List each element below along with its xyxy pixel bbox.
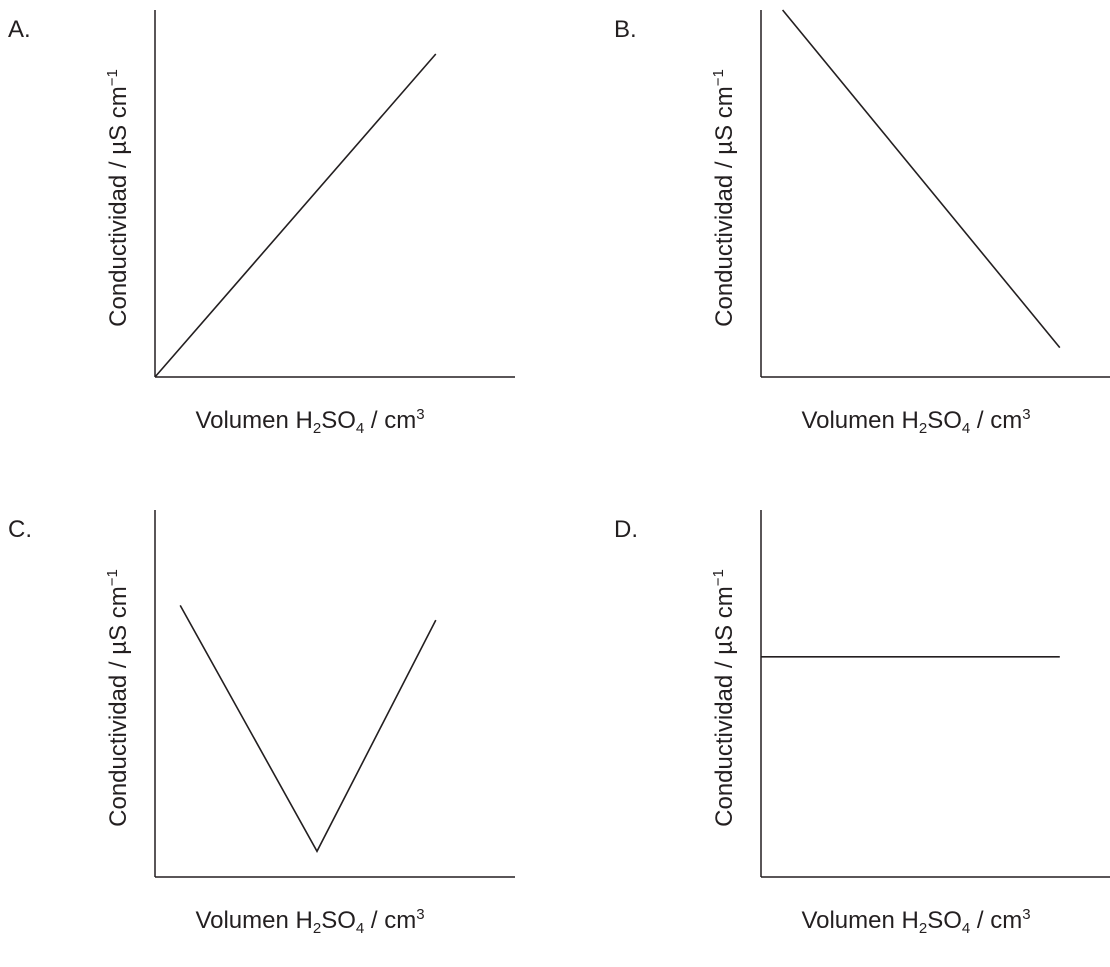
x-axis-label-post-c: / cm — [364, 907, 417, 934]
x-axis-label-sub2-c: 4 — [355, 920, 365, 937]
plot-area-a — [154, 10, 515, 378]
y-axis-label-text-b: Conductividad / µS cm — [711, 85, 738, 327]
panel-label-b: B. — [614, 16, 637, 43]
panel-d: D. Conductividad / µS cm−1 Volumen H2SO4 /… — [606, 500, 1110, 967]
x-axis-label-c: Volumen H2SO4 / cm3 — [195, 907, 424, 936]
y-axis-label-c: Conductividad / µS cm−1 — [104, 568, 132, 827]
plot-area-d — [760, 510, 1110, 878]
panel-b: B. Conductividad / µS cm−1 Volumen H2SO4 /… — [606, 0, 1110, 467]
panel-a: A. Conductividad / µS cm−1 Volumen H2SO4 /… — [0, 0, 555, 467]
x-axis-label-sub1-b: 2 — [918, 420, 928, 437]
x-axis-label-sub1-c: 2 — [312, 920, 322, 937]
y-axis-label-exponent-c: −1 — [104, 568, 121, 586]
x-axis-label-pre-c: Volumen H — [195, 907, 313, 934]
x-axis-label-sub1-d: 2 — [918, 920, 928, 937]
y-axis-label-text-a: Conductividad / µS cm — [105, 85, 132, 327]
plot-area-c — [154, 510, 515, 878]
x-axis-label-mid-d: SO — [927, 907, 962, 934]
panel-label-c: C. — [8, 516, 32, 543]
data-line-c-0 — [179, 605, 437, 853]
y-axis-label-d: Conductividad / µS cm−1 — [710, 568, 738, 827]
x-axis-label-sub1-a: 2 — [312, 420, 322, 437]
plot-area-b — [760, 9, 1110, 378]
y-axis-label-exponent-b: −1 — [710, 68, 727, 86]
x-axis-label-sub2-a: 4 — [355, 420, 365, 437]
x-axis-label-b: Volumen H2SO4 / cm3 — [801, 407, 1030, 436]
y-axis-label-exponent-a: −1 — [104, 68, 121, 86]
panel-c: C. Conductividad / µS cm−1 Volumen H2SO4 /… — [0, 500, 555, 967]
x-axis-label-pre-a: Volumen H — [195, 407, 313, 434]
y-axis-label-text-d: Conductividad / µS cm — [711, 585, 738, 827]
x-axis-label-mid-a: SO — [321, 407, 356, 434]
x-axis-label-exponent-b: 3 — [1022, 406, 1031, 423]
x-axis-label-sub2-b: 4 — [961, 420, 971, 437]
x-axis-label-exponent-c: 3 — [416, 906, 425, 923]
figure-panels: A. Conductividad / µS cm−1 Volumen H2SO4 /… — [0, 0, 1110, 936]
panel-label-d: D. — [614, 516, 638, 543]
x-axis-label-pre-d: Volumen H — [801, 907, 919, 934]
y-axis-label-b: Conductividad / µS cm−1 — [710, 68, 738, 327]
y-axis-label-a: Conductividad / µS cm−1 — [104, 68, 132, 327]
x-axis-label-pre-b: Volumen H — [801, 407, 919, 434]
x-axis-label-exponent-d: 3 — [1022, 906, 1031, 923]
panel-label-a: A. — [8, 16, 31, 43]
x-axis-label-post-b: / cm — [970, 407, 1023, 434]
y-axis-label-exponent-d: −1 — [710, 568, 727, 586]
x-axis-label-a: Volumen H2SO4 / cm3 — [195, 407, 424, 436]
x-axis-label-post-d: / cm — [970, 907, 1023, 934]
x-axis-label-d: Volumen H2SO4 / cm3 — [801, 907, 1030, 936]
x-axis-label-exponent-a: 3 — [416, 406, 425, 423]
x-axis-label-sub2-d: 4 — [961, 920, 971, 937]
data-line-b-0 — [781, 9, 1061, 349]
x-axis-label-mid-c: SO — [321, 907, 356, 934]
x-axis-label-post-a: / cm — [364, 407, 417, 434]
data-line-a-0 — [154, 53, 437, 378]
y-axis-label-text-c: Conductividad / µS cm — [105, 585, 132, 827]
x-axis-label-mid-b: SO — [927, 407, 962, 434]
